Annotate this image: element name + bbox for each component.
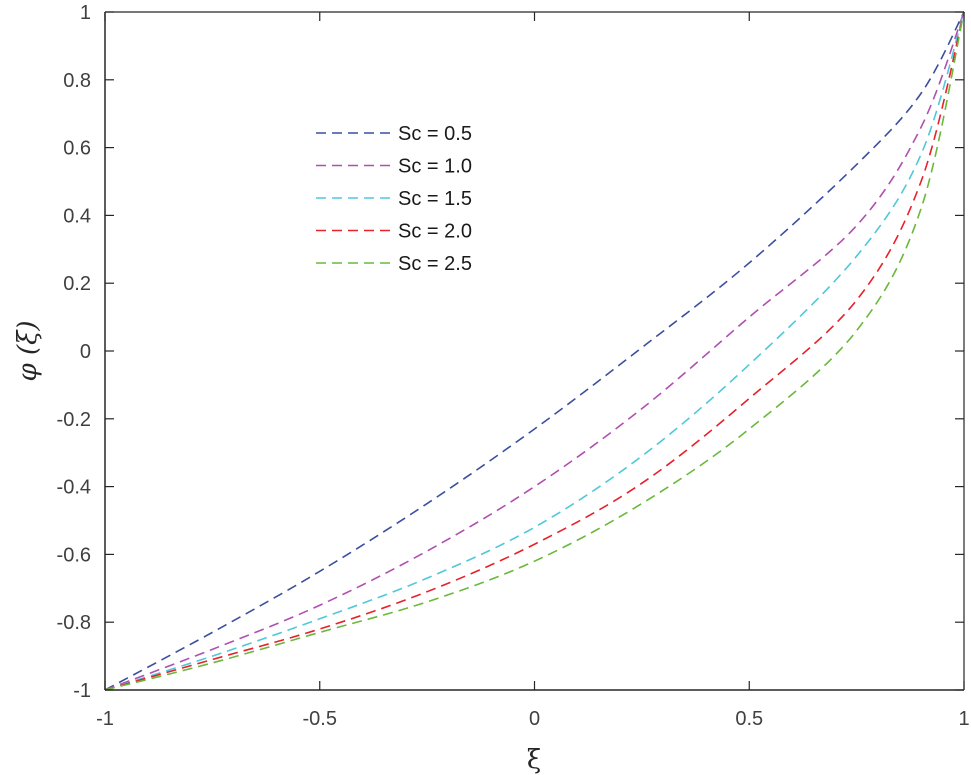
- legend-label: Sc = 1.0: [398, 156, 472, 178]
- x-tick-label: 0.5: [735, 708, 763, 730]
- y-tick-label: 0.6: [63, 138, 91, 160]
- curve-sc-2-0: [104, 11, 965, 691]
- x-tick-label: 0: [529, 708, 540, 730]
- legend-label: Sc = 2.0: [398, 221, 472, 243]
- plot-area: [105, 12, 964, 690]
- curve-sc-1-0: [104, 11, 965, 691]
- x-axis-title: ξ: [527, 745, 541, 775]
- y-tick-label: 0.8: [63, 70, 91, 92]
- legend-item: Sc = 1.0: [316, 156, 472, 178]
- legend-item: Sc = 0.5: [316, 123, 472, 145]
- legend-item: Sc = 2.0: [316, 221, 472, 243]
- x-tick-label: -0.5: [303, 708, 337, 730]
- curve-sc-0-5: [104, 11, 965, 691]
- curve-sc-1-5: [104, 11, 965, 691]
- y-tick-label: -1: [73, 680, 91, 702]
- y-tick-label: -0.4: [57, 477, 91, 499]
- y-tick-label: -0.8: [57, 612, 91, 634]
- plot-background: [105, 12, 964, 690]
- y-tick-label: 1: [80, 2, 91, 24]
- legend-label: Sc = 2.5: [398, 253, 472, 275]
- legend-item: Sc = 2.5: [316, 253, 472, 275]
- legend-label: Sc = 0.5: [398, 123, 472, 145]
- legend-item: Sc = 1.5: [316, 188, 472, 210]
- x-tick-label: -1: [96, 708, 114, 730]
- legend: Sc = 0.5 Sc = 1.0 Sc = 1.5 Sc = 2.0 Sc = 2.5: [316, 123, 472, 275]
- legend-label: Sc = 1.5: [398, 188, 472, 210]
- y-tick-label: -0.2: [57, 409, 91, 431]
- y-tick-label: 0.2: [63, 273, 91, 295]
- y-axis-title: φ (ξ): [13, 320, 43, 381]
- y-tick-label: -0.6: [57, 544, 91, 566]
- data-curves: [104, 11, 965, 691]
- x-tick-label: 1: [958, 708, 969, 730]
- axes: -1 -0.5 0 0.5 1 -1 -0.8 -0.6 -0.4 -0.2 0 0.2 0.4 0.6 0…: [57, 2, 970, 730]
- y-tick-label: 0: [80, 341, 91, 363]
- y-tick-label: 0.4: [63, 205, 91, 227]
- curve-sc-2-5: [104, 11, 965, 691]
